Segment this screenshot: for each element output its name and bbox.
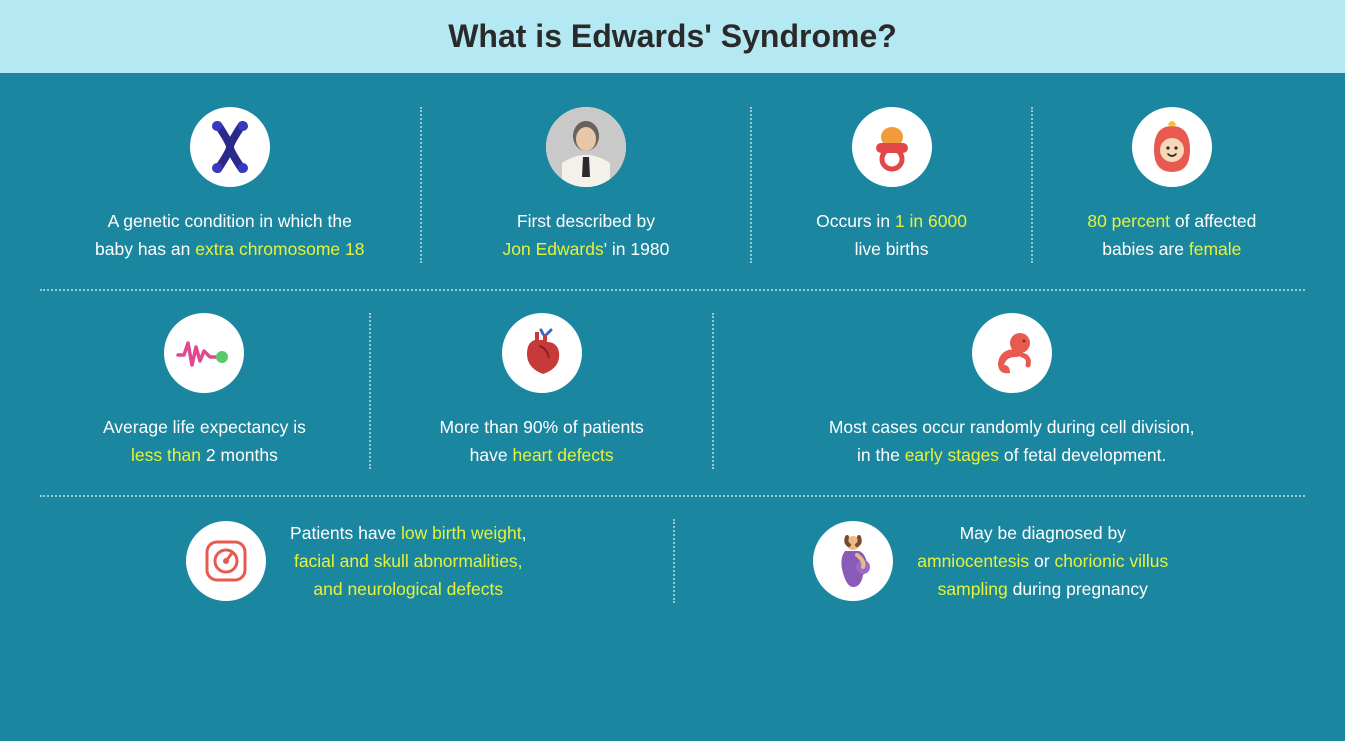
pregnant-woman-icon bbox=[813, 521, 893, 601]
row-3: Patients have low birth weight, facial a… bbox=[40, 497, 1305, 629]
fact-female-predominance: 80 percent of affected babies are female bbox=[1033, 107, 1311, 263]
row-1: A genetic condition in which the baby ha… bbox=[40, 101, 1305, 289]
fact-first-described: First described by Jon Edwards' in 1980 bbox=[422, 107, 751, 263]
fact-diagnosis: May be diagnosed by amniocentesis or cho… bbox=[675, 519, 1308, 603]
fact-life-expectancy: Average life expectancy is less than 2 m… bbox=[40, 313, 369, 469]
pacifier-icon bbox=[852, 107, 932, 187]
fact-text: Average life expectancy is less than 2 m… bbox=[103, 413, 306, 469]
heartbeat-icon bbox=[164, 313, 244, 393]
fact-genetic-condition: A genetic condition in which the baby ha… bbox=[40, 107, 420, 263]
fact-text: May be diagnosed by amniocentesis or cho… bbox=[917, 519, 1168, 603]
header: What is Edwards' Syndrome? bbox=[0, 0, 1345, 73]
fact-text: Occurs in 1 in 6000 live births bbox=[816, 207, 967, 263]
fetus-icon bbox=[972, 313, 1052, 393]
person-photo-icon bbox=[546, 107, 626, 187]
fact-text: More than 90% of patients have heart def… bbox=[440, 413, 644, 469]
heart-organ-icon bbox=[502, 313, 582, 393]
fact-heart-defects: More than 90% of patients have heart def… bbox=[371, 313, 713, 469]
fact-random-occurrence: Most cases occur randomly during cell di… bbox=[714, 313, 1309, 469]
fact-text: Most cases occur randomly during cell di… bbox=[829, 413, 1195, 469]
chromosome-icon bbox=[190, 107, 270, 187]
baby-face-icon bbox=[1132, 107, 1212, 187]
row-2: Average life expectancy is less than 2 m… bbox=[40, 291, 1305, 495]
fact-text: A genetic condition in which the baby ha… bbox=[95, 207, 364, 263]
infographic-body: A genetic condition in which the baby ha… bbox=[0, 73, 1345, 741]
infographic-container: What is Edwards' Syndrome? A genetic con… bbox=[0, 0, 1345, 741]
fact-incidence: Occurs in 1 in 6000 live births bbox=[752, 107, 1030, 263]
scale-icon bbox=[186, 521, 266, 601]
page-title: What is Edwards' Syndrome? bbox=[0, 18, 1345, 55]
fact-text: 80 percent of affected babies are female bbox=[1087, 207, 1256, 263]
fact-text: Patients have low birth weight, facial a… bbox=[290, 519, 526, 603]
fact-text: First described by Jon Edwards' in 1980 bbox=[503, 207, 670, 263]
fact-symptoms: Patients have low birth weight, facial a… bbox=[40, 519, 673, 603]
